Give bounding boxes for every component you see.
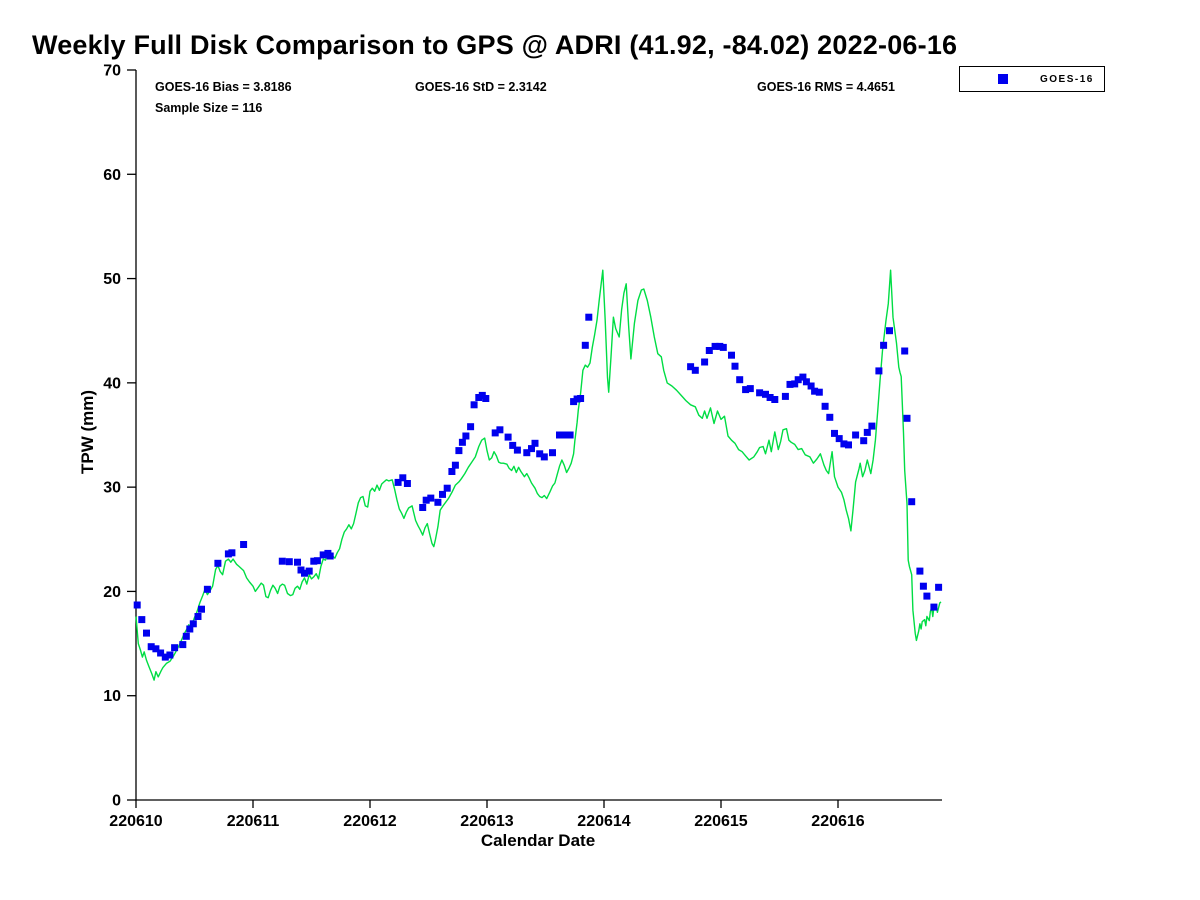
x-tick-label: 220611 (227, 813, 280, 830)
y-axis-label: TPW (mm) (78, 389, 97, 475)
goes16-markers (133, 313, 943, 661)
y-tick-label: 20 (103, 584, 121, 601)
x-tick-label: 220614 (577, 813, 630, 830)
x-tick-label: 220616 (811, 813, 864, 830)
x-tick-label: 220610 (109, 813, 162, 830)
legend-box: GOES-16 (959, 66, 1105, 92)
stat-sample: Sample Size = 116 (155, 101, 263, 115)
legend-entry-label: GOES-16 (1040, 73, 1094, 85)
x-tick-label: 220615 (694, 813, 747, 830)
legend-square-marker-icon (998, 74, 1008, 84)
gps-line (135, 269, 942, 681)
y-tick-label: 10 (103, 688, 121, 705)
y-tick-label: 30 (103, 480, 121, 497)
x-tick-label: 220613 (460, 813, 513, 830)
y-tick-label: 50 (103, 271, 121, 288)
stat-bias: GOES-16 Bias = 3.8186 (155, 80, 292, 94)
y-tick-label: 70 (103, 62, 121, 79)
stat-std: GOES-16 StD = 2.3142 (415, 80, 547, 94)
stat-rms: GOES-16 RMS = 4.4651 (757, 80, 895, 94)
y-tick-label: 60 (103, 167, 121, 184)
x-axis-label: Calendar Date (480, 831, 596, 850)
axes: 0 10 20 30 40 50 60 70 220610 220611 220612 220613 2… (103, 62, 942, 830)
y-tick-label: 0 (112, 793, 121, 810)
chart-title: Weekly Full Disk Comparison to GPS @ ADR… (32, 30, 958, 60)
x-tick-label: 220612 (343, 813, 396, 830)
y-tick-label: 40 (103, 375, 121, 392)
